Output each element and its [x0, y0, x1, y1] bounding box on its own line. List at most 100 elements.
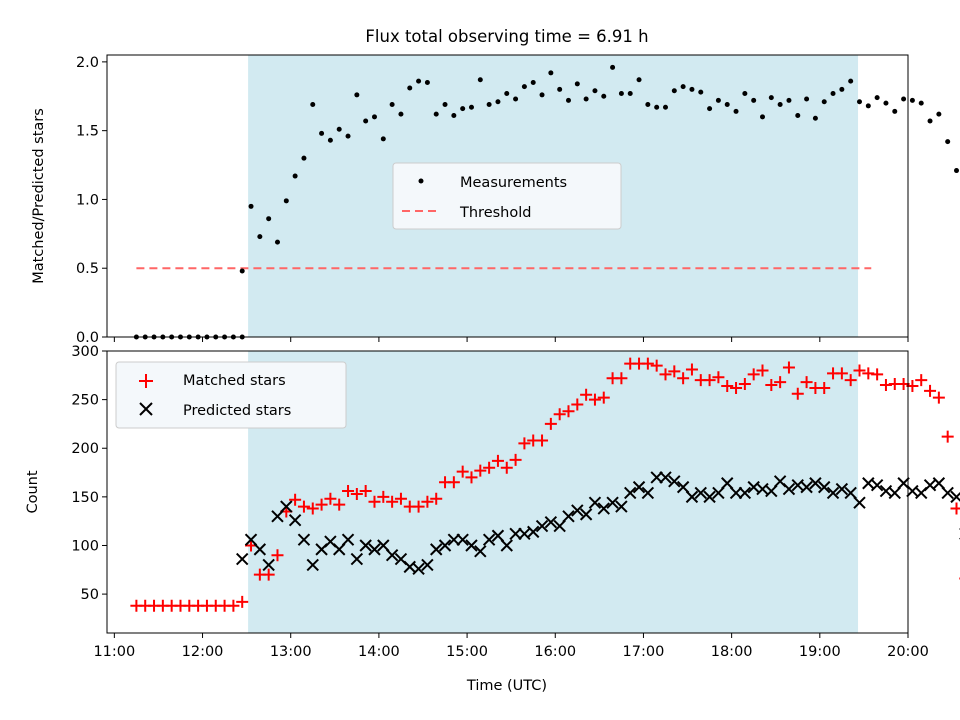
predicted-star-point	[544, 515, 558, 529]
predicted-star-point	[535, 519, 549, 533]
count-y-tick-label: 300	[71, 344, 99, 360]
ratio-plot: 0.00.51.01.52.0 Matched/Predicted stars …	[31, 54, 960, 346]
x-axis-label: Time (UTC)	[466, 678, 547, 694]
matched-star-point	[368, 495, 381, 508]
legend-measurements-marker	[418, 178, 424, 184]
matched-star-point	[730, 381, 743, 394]
matched-star-point	[685, 363, 698, 376]
count-y-tick-label: 200	[71, 441, 99, 457]
measurement-point	[707, 106, 713, 112]
predicted-star-point	[244, 533, 258, 546]
matched-star-point	[262, 568, 275, 581]
predicted-star-point	[562, 510, 575, 523]
predicted-star-point	[738, 486, 752, 500]
ratio-y-tick-label: 0.0	[76, 330, 99, 346]
chart-title: Flux total observing time = 6.91 h	[365, 27, 648, 46]
measurement-point	[363, 118, 369, 124]
legend-threshold-label: Threshold	[459, 205, 531, 221]
ratio-y-tick-label: 1.0	[76, 192, 99, 208]
predicted-star-point	[588, 496, 602, 509]
predicted-star-point	[632, 480, 646, 494]
matched-star-point	[456, 465, 469, 478]
ratio-y-tick-label: 1.5	[76, 124, 99, 140]
matched-star-point	[659, 368, 672, 381]
predicted-star-point	[835, 482, 849, 496]
x-tick-label: 11:00	[93, 644, 135, 660]
matched-star-point	[588, 393, 601, 406]
matched-star-point	[915, 374, 928, 387]
count-legend: Matched stars Predicted stars	[115, 361, 347, 429]
matched-star-point	[712, 371, 725, 384]
measurement-point	[345, 133, 351, 139]
predicted-star-point	[491, 529, 505, 542]
measurement-point	[627, 91, 633, 97]
matched-star-point	[430, 492, 443, 505]
ratio-legend-box	[392, 162, 622, 230]
measurement-point	[636, 77, 642, 83]
count-plot-frame	[106, 350, 909, 634]
count-y-tick-label: 150	[71, 490, 99, 506]
measurement-point	[892, 108, 898, 114]
matched-star-point	[615, 372, 628, 385]
predicted-star-point	[377, 539, 390, 552]
measurement-point	[945, 139, 951, 145]
ratio-y-ticks: 0.0 0.5 1.0 1.5 2.0	[76, 55, 107, 346]
measurement-point	[618, 91, 624, 97]
measurement-point	[239, 268, 245, 274]
predicted-star-point	[271, 510, 284, 523]
matched-star-point	[747, 368, 760, 381]
matched-star-point	[271, 549, 284, 562]
matched-star-point	[650, 359, 663, 372]
measurement-point	[883, 100, 889, 106]
predicted-star-point	[818, 480, 831, 494]
predicted-star-point	[350, 552, 364, 566]
measurement-point	[795, 113, 801, 119]
predicted-star-point	[853, 496, 866, 509]
measurement-point	[468, 104, 474, 110]
measurement-point	[812, 115, 818, 121]
measurement-point	[645, 102, 651, 108]
measurement-point	[433, 111, 439, 117]
matched-star-point	[333, 498, 346, 511]
predicted-star-point	[729, 486, 743, 500]
matched-star-point	[950, 502, 960, 515]
ratio-x-ticks	[113, 337, 909, 342]
x-tick-label: 13:00	[270, 644, 312, 660]
matched-star-point	[853, 364, 866, 377]
measurement-point	[266, 216, 272, 222]
predicted-star-point	[359, 539, 372, 552]
measurement-point	[301, 155, 307, 161]
measurement-point	[733, 108, 739, 114]
measurement-point	[583, 96, 589, 102]
legend-measurements-label: Measurements	[460, 175, 567, 191]
matched-star-point	[474, 464, 487, 477]
legend-matched-label: Matched stars	[183, 373, 286, 389]
measurement-point	[592, 88, 598, 94]
predicted-star-point	[941, 486, 954, 500]
measurement-point	[504, 91, 510, 97]
x-tick-label: 15:00	[446, 644, 488, 660]
measurement-point	[310, 102, 316, 108]
predicted-stars-points	[236, 471, 960, 576]
measurement-point	[398, 111, 404, 117]
x-tick-label: 20:00	[887, 644, 929, 660]
predicted-star-point	[465, 539, 478, 552]
predicted-star-point	[712, 486, 725, 500]
measurement-point	[689, 86, 695, 92]
measurement-point	[292, 173, 298, 179]
matched-star-point	[782, 361, 795, 374]
matched-star-point	[597, 391, 610, 404]
measurement-point	[460, 106, 466, 112]
predicted-star-point	[650, 471, 663, 484]
predicted-star-point	[438, 539, 452, 552]
matched-star-point	[386, 495, 399, 508]
ratio-legend: Measurements Threshold	[392, 162, 622, 230]
predicted-star-point	[571, 504, 584, 517]
matched-star-point	[324, 492, 337, 505]
predicted-star-point	[932, 477, 946, 490]
matched-star-point	[924, 384, 937, 397]
matched-star-point	[491, 454, 504, 467]
count-y-tick-label: 250	[71, 393, 99, 409]
predicted-star-point	[482, 533, 496, 546]
